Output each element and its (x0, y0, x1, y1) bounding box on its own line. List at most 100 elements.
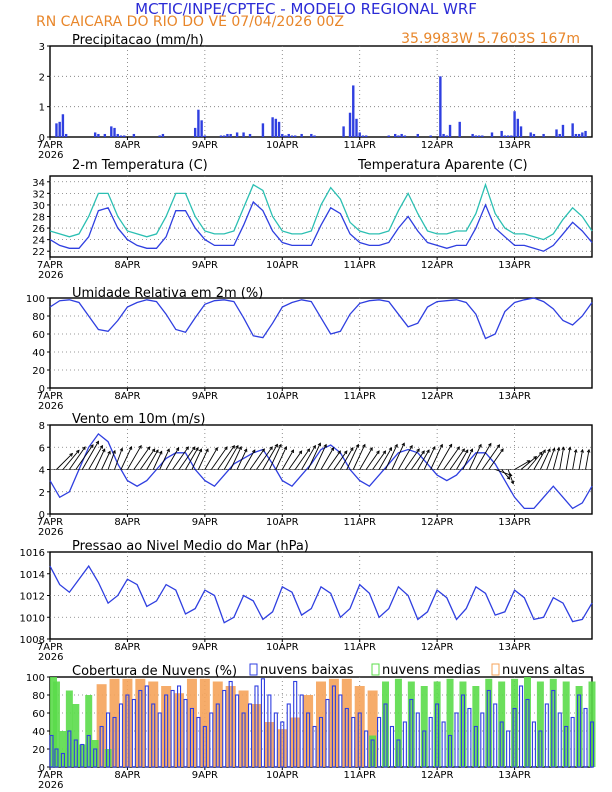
wind-vector (120, 446, 132, 470)
temp-ytick-label: 32 (32, 189, 45, 200)
wind-vector (185, 447, 199, 470)
rh-xtick-label: 8APR (114, 391, 140, 402)
clouds-bar-nuvens-medias (562, 681, 570, 767)
rh-xtick-label: 9APR (192, 391, 218, 402)
wind-vector (139, 448, 156, 470)
precip-bar (445, 135, 449, 137)
precip-bar (64, 133, 68, 137)
clouds-bar-nuvens-medias (536, 681, 544, 767)
wind-vector (178, 446, 196, 470)
precip-bar (200, 120, 203, 137)
precip-bar (574, 133, 578, 137)
clouds-bar-nuvens-altas (135, 678, 146, 767)
precip-bar (113, 127, 116, 137)
precip-bar (158, 135, 161, 137)
clouds-bar-nuvens-baixas (176, 685, 182, 768)
pressure-xtick-label: 9APR (192, 642, 218, 653)
clouds-bar-nuvens-altas (238, 690, 249, 767)
precip-bar (229, 133, 232, 137)
temp-series-1-line (49, 182, 593, 241)
wind-vector-head (382, 450, 387, 455)
precip-bar (97, 133, 100, 137)
precip-bar (477, 135, 481, 137)
wind-ytick-label: 6 (39, 443, 45, 454)
wind-vector-head (274, 443, 278, 448)
wind-xtick-label: 10APR (266, 517, 299, 528)
wind-ytick-label: 4 (39, 466, 45, 477)
clouds-bar-nuvens-baixas (583, 707, 588, 768)
precip-bar (571, 123, 574, 137)
precip-bar (119, 135, 123, 137)
precip-bar (103, 133, 107, 137)
temp-xtick-label: 8APR (114, 260, 140, 271)
precip-bar (287, 133, 290, 137)
wind-vector (565, 447, 571, 470)
wind-vector (314, 444, 327, 470)
wind-vector-head (235, 444, 239, 449)
clouds-bar-nuvens-baixas (525, 698, 530, 768)
wind-vector (585, 449, 590, 470)
clouds-bar-nuvens-medias (511, 678, 519, 767)
clouds-bar-nuvens-medias (91, 740, 99, 767)
wind-vector-head (119, 447, 124, 452)
wind-vector-head (128, 445, 133, 450)
wind-vector-head (362, 443, 366, 448)
wind-xtick-label: 7APR (37, 517, 63, 528)
clouds-bar-nuvens-medias (369, 735, 377, 767)
wind-vector (275, 446, 287, 470)
clouds-bar-nuvens-baixas (157, 712, 162, 768)
wind-vector (404, 448, 420, 470)
rh-ytick-label: 40 (32, 348, 45, 359)
wind-vector-head (551, 447, 556, 452)
clouds-bar-nuvens-baixas (441, 721, 446, 768)
clouds-legend-swatch (491, 663, 500, 676)
wind-vector (152, 451, 163, 470)
wind-vector-head (283, 445, 288, 450)
clouds-bar-nuvens-baixas (467, 707, 472, 768)
clouds-bar-nuvens-altas (303, 695, 314, 767)
wind-ytick-label: 8 (39, 421, 45, 432)
wind-vector (552, 447, 560, 470)
wind-vector-head (580, 448, 584, 453)
wind-vector (197, 448, 209, 470)
precip-bar (261, 123, 265, 137)
rh-ytick-label: 100 (26, 294, 45, 305)
wind-vector (172, 446, 189, 470)
wind-vector-head (376, 450, 380, 455)
wind-vector-head (101, 448, 106, 453)
clouds-bar-nuvens-baixas (538, 730, 543, 768)
precip-bar (123, 135, 126, 137)
wind-vector (288, 450, 303, 470)
wind-vector-head (547, 448, 551, 453)
precip-bar (132, 133, 136, 137)
wind-vector (488, 448, 504, 470)
clouds-bar-nuvens-baixas (377, 716, 382, 768)
clouds-bar-nuvens-baixas (49, 734, 54, 768)
clouds-bar-nuvens-altas (225, 686, 236, 767)
precip-frame (49, 45, 593, 138)
clouds-bar-nuvens-baixas (435, 703, 440, 768)
clouds-bar-nuvens-baixas (518, 685, 524, 768)
clouds-bar-nuvens-altas (251, 704, 262, 767)
wind-vector (165, 447, 180, 470)
temp-xtick-label: 10APR (266, 260, 299, 271)
wind-vector (462, 448, 473, 470)
wind-vector-head (195, 447, 199, 451)
precip-bar (513, 111, 516, 137)
wind-vector-head (388, 447, 393, 451)
wind-vector-head (330, 447, 334, 451)
clouds-bar-nuvens-baixas (86, 734, 91, 768)
clouds-bar-nuvens-medias (78, 744, 86, 767)
precip-xtick-label: 8APR (114, 140, 140, 151)
precip-xtick-label: 9APR (192, 140, 218, 151)
precip-bar (300, 133, 303, 137)
clouds-bar-nuvens-altas (290, 717, 301, 767)
clouds-legend-label: nuvens baixas (260, 663, 354, 678)
wind-series-0-line (49, 432, 593, 510)
wind-vector (514, 460, 530, 470)
precip-bar (290, 135, 294, 137)
precip-bar (310, 133, 313, 137)
temp-ytick-label: 26 (32, 224, 45, 235)
wind-vector-head (278, 443, 282, 448)
wind-vector-head (69, 452, 74, 457)
